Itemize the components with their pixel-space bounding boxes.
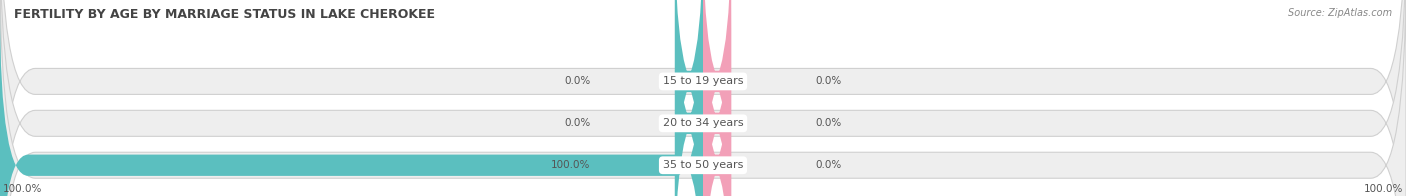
Text: 0.0%: 0.0% [564,76,591,86]
Text: 100.0%: 100.0% [3,184,42,194]
FancyBboxPatch shape [703,8,731,196]
Text: 0.0%: 0.0% [815,118,842,128]
FancyBboxPatch shape [675,0,703,196]
FancyBboxPatch shape [703,0,731,196]
Text: 35 to 50 years: 35 to 50 years [662,160,744,170]
Text: 0.0%: 0.0% [815,76,842,86]
Text: 0.0%: 0.0% [564,118,591,128]
FancyBboxPatch shape [675,0,703,196]
Text: Source: ZipAtlas.com: Source: ZipAtlas.com [1288,8,1392,18]
Text: 0.0%: 0.0% [815,160,842,170]
Text: 100.0%: 100.0% [1364,184,1403,194]
Text: 100.0%: 100.0% [551,160,591,170]
Text: 20 to 34 years: 20 to 34 years [662,118,744,128]
FancyBboxPatch shape [703,0,731,196]
FancyBboxPatch shape [0,8,703,196]
Text: 15 to 19 years: 15 to 19 years [662,76,744,86]
Text: FERTILITY BY AGE BY MARRIAGE STATUS IN LAKE CHEROKEE: FERTILITY BY AGE BY MARRIAGE STATUS IN L… [14,8,434,21]
